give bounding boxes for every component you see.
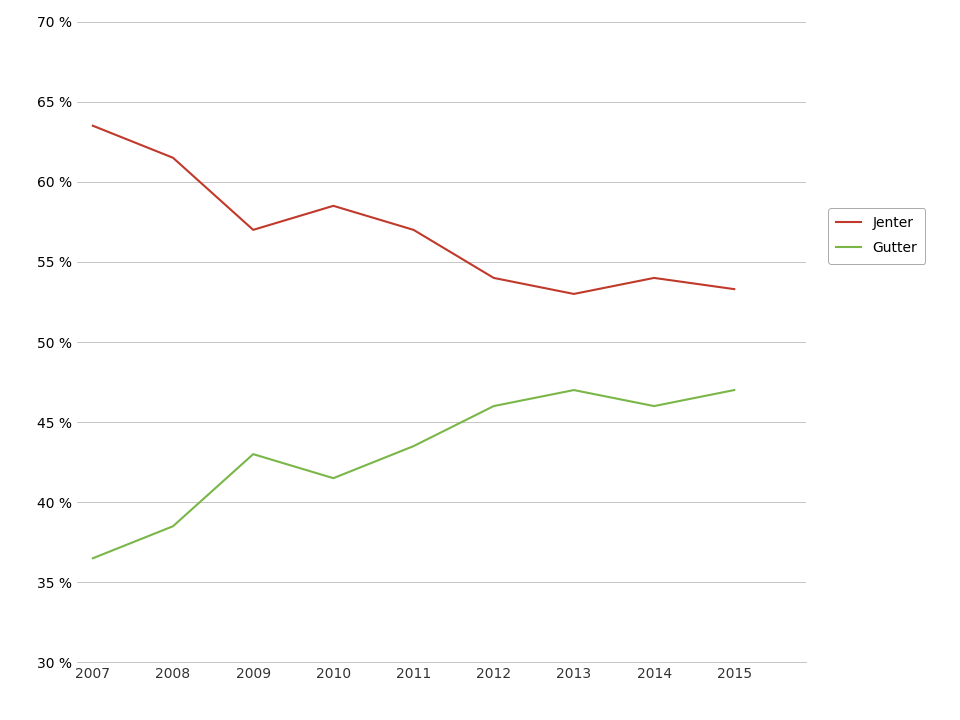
Gutter: [648, 402, 660, 410]
Jenter: [327, 202, 339, 210]
Line: Gutter: Gutter: [93, 390, 734, 558]
Jenter: [87, 122, 99, 130]
Legend: Jenter, Gutter: Jenter, Gutter: [828, 208, 925, 264]
Line: Jenter: Jenter: [93, 126, 734, 294]
Jenter: [568, 289, 580, 298]
Jenter: [648, 274, 660, 282]
Gutter: [729, 386, 740, 395]
Gutter: [87, 554, 99, 562]
Gutter: [488, 402, 499, 410]
Gutter: [167, 522, 179, 531]
Gutter: [327, 474, 339, 482]
Jenter: [729, 285, 740, 294]
Gutter: [248, 450, 259, 459]
Jenter: [488, 274, 499, 282]
Gutter: [408, 442, 420, 451]
Jenter: [167, 153, 179, 162]
Jenter: [248, 225, 259, 234]
Gutter: [568, 386, 580, 395]
Jenter: [408, 225, 420, 234]
